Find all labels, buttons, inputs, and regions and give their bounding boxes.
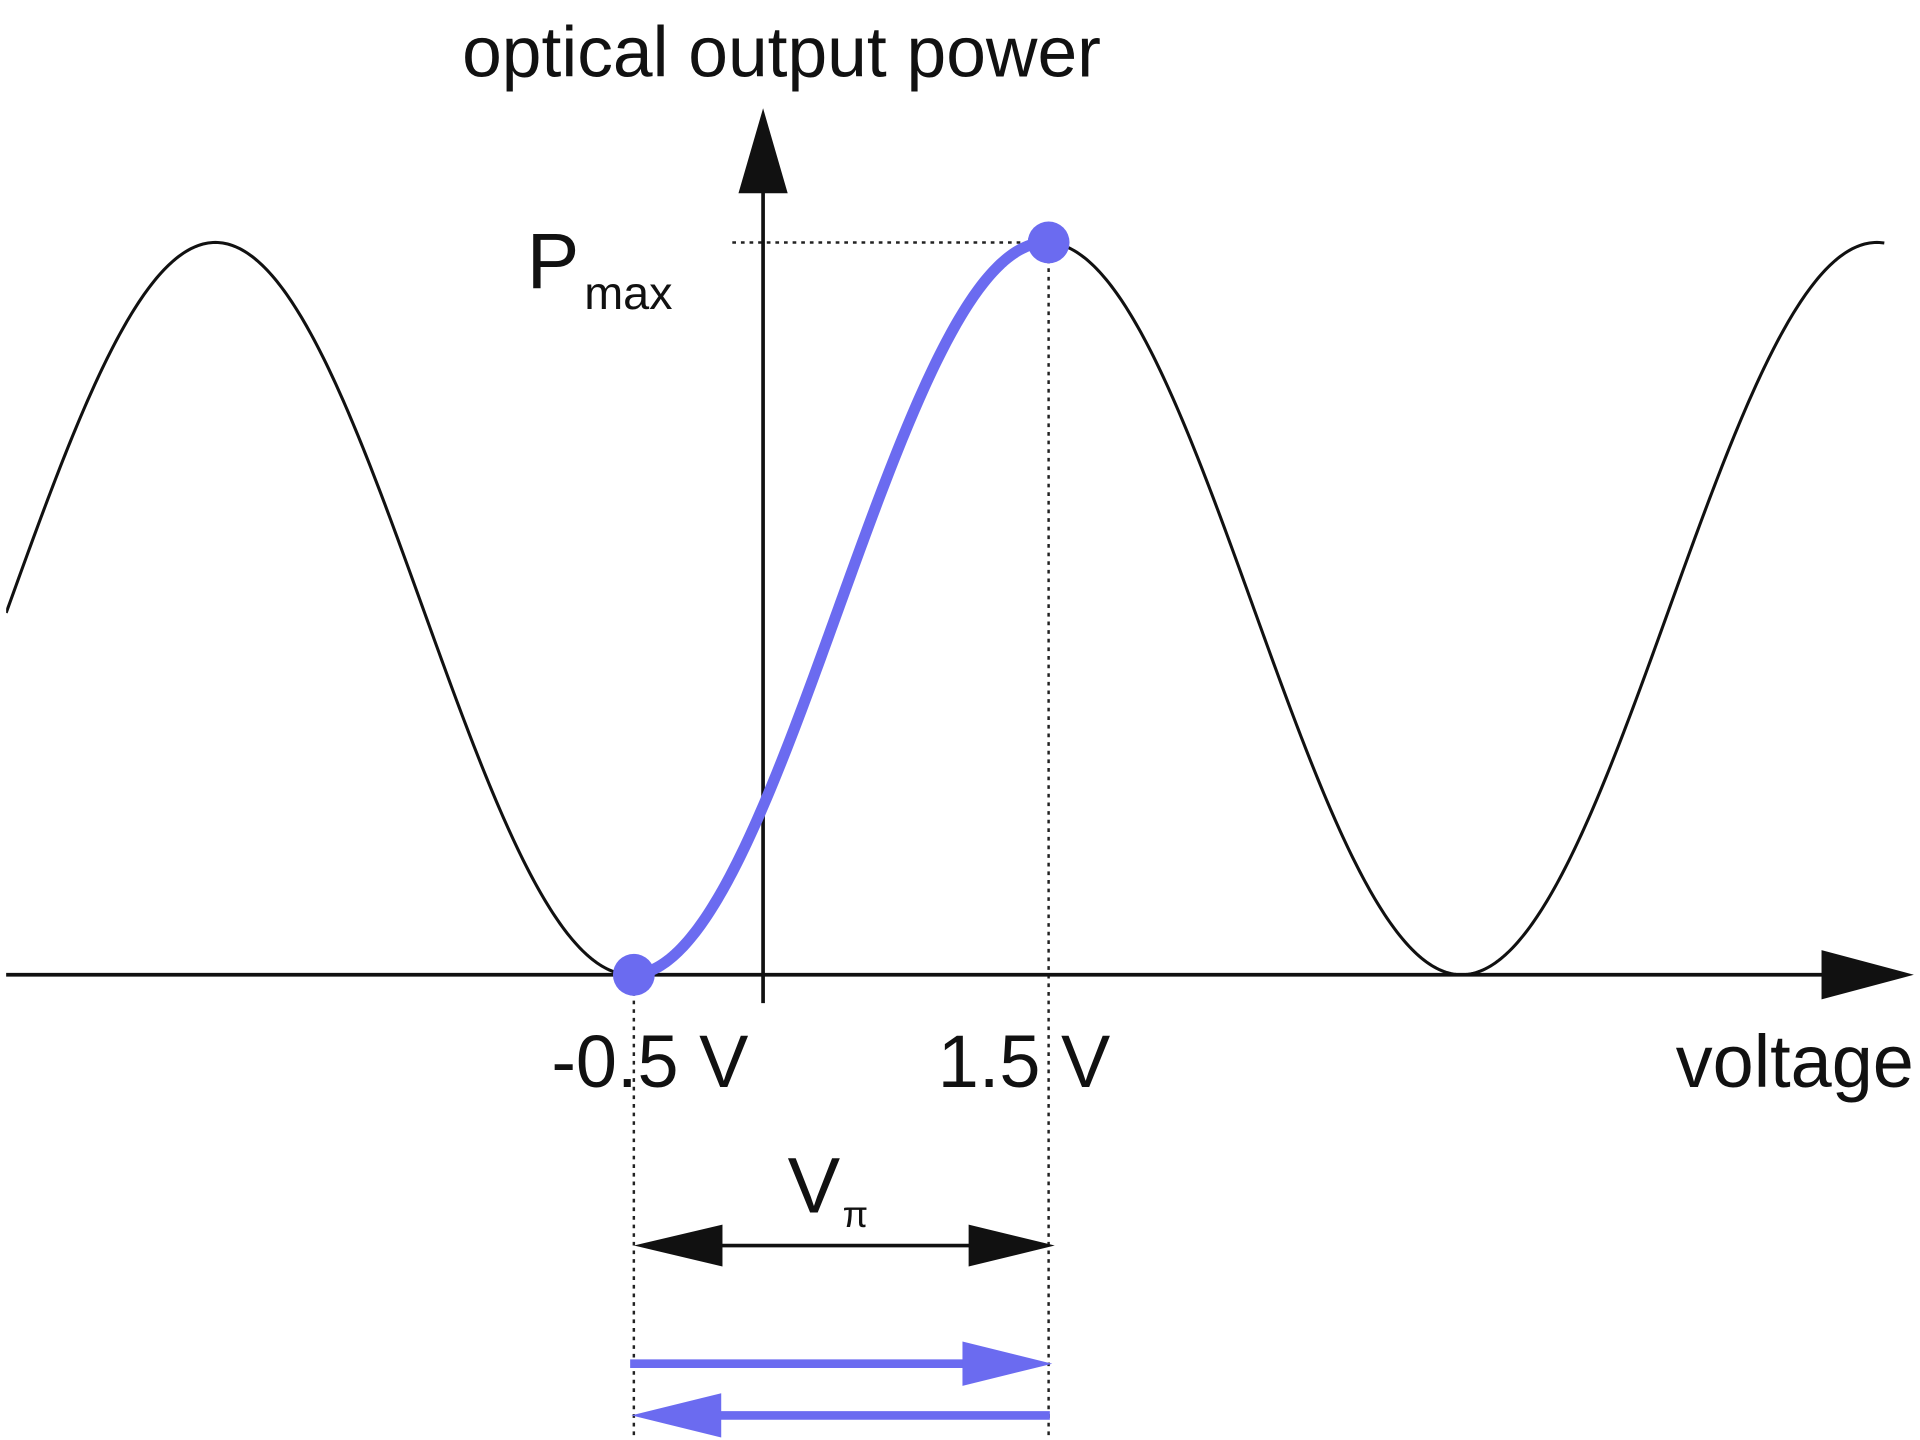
min-point: [612, 953, 655, 996]
x-label: 1.5 V: [938, 1020, 1110, 1103]
backward-arrow: [631, 1393, 722, 1438]
max-point: [1027, 221, 1070, 264]
span-symbol: V: [788, 1141, 841, 1229]
forward-arrow: [962, 1341, 1053, 1386]
x-label: -0.5 V: [551, 1020, 748, 1103]
y-axis-arrow: [738, 108, 788, 194]
y-axis-label: optical output power: [462, 12, 1101, 92]
peak-symbol: P: [527, 217, 580, 305]
x-axis-arrow: [1821, 950, 1914, 1000]
guides: [632, 241, 1050, 1438]
peak-subscript: max: [584, 267, 672, 319]
x-axis-label: voltage: [1676, 1020, 1914, 1103]
span-arrow-right: [968, 1224, 1055, 1267]
span-label: Vπ: [788, 1141, 868, 1235]
span-subscript: π: [843, 1194, 868, 1235]
operating-range: [628, 236, 1053, 981]
span-arrow-left: [633, 1224, 723, 1267]
